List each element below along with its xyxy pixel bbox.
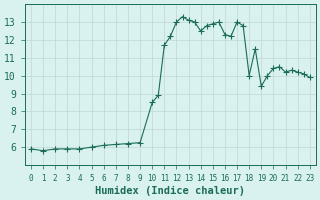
X-axis label: Humidex (Indice chaleur): Humidex (Indice chaleur): [95, 186, 245, 196]
